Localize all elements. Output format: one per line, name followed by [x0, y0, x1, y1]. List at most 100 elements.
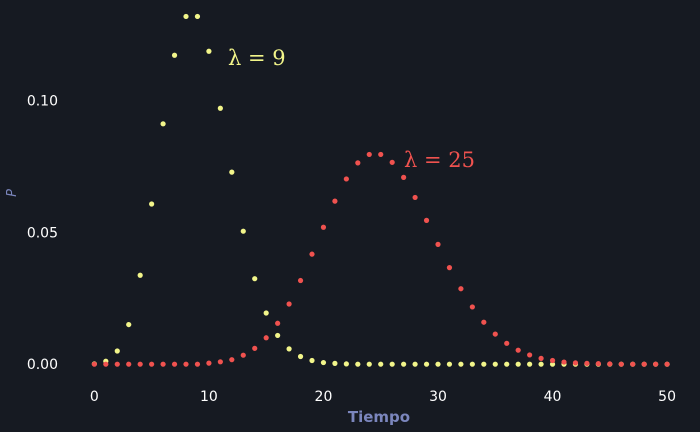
- series-lambda-25: λ = 25: [91, 148, 670, 367]
- data-point: [183, 13, 189, 20]
- data-point: [527, 361, 533, 367]
- data-point: [275, 332, 281, 339]
- series-lambda-9: λ = 9: [91, 13, 670, 367]
- data-point: [378, 151, 384, 158]
- data-point: [137, 272, 143, 278]
- data-point: [103, 361, 109, 367]
- x-tick-label: 40: [544, 389, 562, 405]
- data-point: [584, 360, 590, 366]
- data-point: [458, 286, 464, 292]
- x-tick-label: 10: [200, 389, 218, 405]
- data-point: [309, 251, 315, 257]
- data-point: [435, 361, 441, 367]
- data-point: [286, 301, 292, 307]
- data-point: [458, 361, 464, 367]
- data-point: [549, 357, 556, 364]
- data-point: [366, 151, 372, 158]
- data-point: [595, 361, 601, 367]
- data-point: [664, 361, 670, 367]
- y-tick-label: 0.10: [27, 93, 58, 109]
- data-point: [240, 228, 246, 234]
- data-point: [252, 345, 258, 351]
- data-point: [549, 361, 556, 367]
- data-point: [412, 361, 418, 367]
- data-point: [527, 352, 533, 358]
- data-point: [206, 48, 212, 54]
- data-point: [320, 224, 327, 230]
- data-point: [149, 201, 155, 207]
- data-point: [263, 335, 269, 341]
- data-point: [446, 361, 453, 367]
- data-point: [332, 360, 338, 366]
- data-point: [446, 265, 453, 271]
- data-point: [355, 361, 361, 367]
- data-point: [332, 198, 338, 204]
- data-point: [538, 361, 544, 367]
- data-point: [91, 361, 97, 367]
- data-point: [229, 357, 235, 363]
- data-point: [366, 361, 372, 367]
- data-point: [469, 361, 475, 367]
- series-label: λ = 9: [228, 46, 286, 70]
- data-point: [114, 348, 120, 354]
- data-point: [194, 361, 201, 367]
- data-point: [252, 276, 258, 282]
- data-point: [481, 319, 487, 325]
- data-point: [263, 310, 269, 316]
- data-point: [412, 194, 418, 201]
- data-point: [504, 361, 510, 367]
- data-point: [171, 52, 178, 58]
- data-point: [469, 304, 475, 310]
- data-point: [481, 361, 487, 367]
- data-point: [206, 360, 212, 366]
- data-point: [149, 361, 155, 367]
- data-point: [389, 159, 395, 165]
- x-tick-label: 20: [315, 389, 333, 405]
- data-point: [378, 361, 384, 367]
- data-point: [653, 361, 659, 367]
- data-point: [297, 353, 304, 360]
- data-point: [183, 361, 189, 367]
- x-tick-label: 30: [429, 389, 447, 405]
- data-point: [320, 359, 327, 366]
- data-point: [504, 340, 510, 346]
- data-point: [515, 361, 521, 367]
- data-point: [561, 359, 567, 365]
- data-point: [137, 361, 143, 367]
- x-tick-labels: 0 10 20 30 40 50: [90, 389, 676, 405]
- data-point: [423, 217, 430, 223]
- data-point: [240, 352, 246, 358]
- x-axis-label: Tiempo: [348, 408, 410, 426]
- data-point: [160, 121, 166, 127]
- y-axis-label: P: [5, 189, 20, 197]
- y-tick-labels: 0.00 0.05 0.10: [27, 93, 58, 373]
- data-point: [114, 361, 120, 367]
- data-point: [160, 361, 166, 367]
- data-point: [194, 13, 201, 20]
- y-tick-label: 0.05: [27, 225, 58, 241]
- data-point: [538, 355, 544, 361]
- data-point: [492, 331, 498, 337]
- data-point: [355, 160, 361, 166]
- data-point: [229, 169, 235, 175]
- data-point: [286, 346, 292, 352]
- data-point: [492, 361, 498, 367]
- data-point: [618, 361, 624, 367]
- y-tick-label: 0.00: [27, 357, 58, 373]
- x-tick-label: 50: [658, 389, 676, 405]
- data-point: [343, 176, 349, 182]
- data-point: [275, 320, 281, 326]
- data-point: [423, 361, 430, 367]
- data-point: [309, 357, 315, 364]
- data-point: [171, 361, 178, 367]
- x-tick-label: 0: [90, 389, 99, 405]
- data-point: [607, 361, 613, 367]
- data-point: [572, 360, 579, 366]
- data-point: [343, 361, 349, 367]
- data-point: [401, 174, 407, 180]
- data-point: [126, 321, 132, 328]
- data-point: [515, 347, 521, 353]
- data-point: [630, 361, 636, 367]
